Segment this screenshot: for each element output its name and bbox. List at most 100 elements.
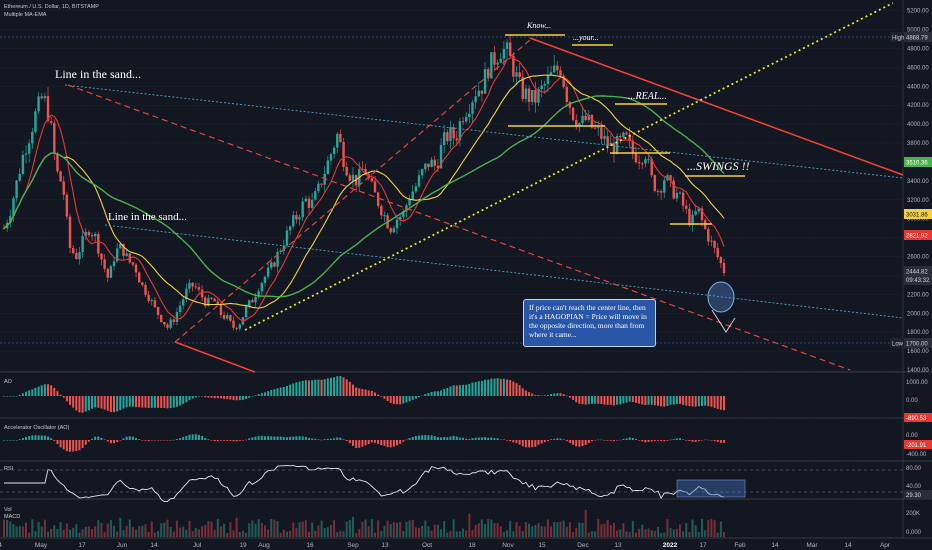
candlesticks (2, 34, 726, 331)
ac-bar (84, 440, 87, 445)
ao-bar (245, 396, 248, 400)
volume-bar (301, 521, 304, 537)
volume-bar (678, 524, 681, 537)
ao-bar (408, 396, 411, 402)
ao-bar (285, 386, 288, 396)
candle-body (656, 190, 660, 192)
volume-bar (292, 522, 295, 537)
ac-bar (578, 440, 581, 447)
ac-bar (150, 440, 153, 441)
ac-bar (678, 438, 681, 440)
ac-bar (128, 436, 131, 440)
ao-bar (672, 396, 675, 405)
ao-bar (436, 391, 439, 396)
ac-bar (477, 437, 480, 440)
ac-bar (502, 439, 505, 440)
volume-bar (575, 528, 578, 537)
candle-body (392, 228, 396, 233)
volume-bar (131, 527, 134, 537)
time-tick-13: Nov (502, 542, 514, 549)
ac-bar (25, 436, 28, 440)
candle-body (398, 216, 402, 220)
ao-bar (144, 396, 147, 408)
ao-bar (128, 396, 131, 407)
ac-bar (298, 436, 301, 440)
volume-bar (660, 532, 663, 537)
ao-bar (62, 396, 65, 398)
volume-bar (304, 520, 307, 537)
volume-bar (34, 531, 37, 537)
candle-body (210, 297, 213, 299)
ao-bar (462, 384, 465, 396)
ac-bar (370, 440, 373, 443)
ao-bar (515, 383, 518, 396)
ac-bar (135, 437, 138, 440)
hagopian-callout: If price can't reach the center line, th… (523, 299, 656, 347)
candle-body (323, 174, 326, 185)
ac-bar (226, 440, 229, 441)
candle-body (603, 136, 606, 139)
volume-bar (257, 519, 260, 537)
symbol-title: Ethereum / U.S. Dollar, 1D, BITSTAMP (4, 4, 99, 10)
candle-body (310, 199, 314, 208)
volume-bar (40, 526, 43, 537)
ac-bar (241, 440, 244, 441)
volume-bar (515, 522, 518, 537)
ac-bar (669, 439, 672, 441)
candle-body (207, 297, 210, 306)
time-tick-6: 19 (239, 542, 247, 549)
volume-bar (18, 526, 21, 537)
time-tick-8: 16 (306, 542, 314, 549)
volume-bar (109, 520, 112, 537)
ac-bar (587, 440, 590, 443)
ao-bar (179, 396, 182, 406)
volume-bar (584, 509, 587, 537)
ac-bar (43, 435, 46, 440)
volume-bar (672, 529, 675, 537)
rsi-line (4, 465, 725, 502)
volume-bar (716, 532, 719, 537)
ma-yellow-value: 3031.86 (906, 213, 928, 219)
ac-bar (697, 440, 700, 441)
ac-bar (91, 438, 94, 440)
ac-bar (465, 438, 468, 440)
ac-bar (367, 440, 370, 445)
ac-bar (147, 440, 150, 441)
indicator-title: Multiple MA-EMA (4, 12, 47, 18)
ao-bar (559, 393, 562, 396)
candle-body (122, 243, 125, 256)
ac-bar (323, 439, 326, 440)
ao-bar (304, 380, 307, 396)
ac-bar (254, 436, 257, 440)
ao-bar (697, 396, 700, 407)
ac-bar (34, 435, 37, 440)
ao-bar (65, 396, 68, 402)
volume-bar (389, 524, 392, 537)
ao-bar (131, 396, 134, 407)
volume-bar (565, 526, 568, 537)
ac-bar (543, 440, 546, 443)
ac-bar (411, 436, 414, 440)
volume-bar (543, 526, 546, 537)
countdown: 09:43:32 (906, 278, 930, 284)
volume-bar (521, 531, 524, 537)
ao-bar (584, 396, 587, 405)
candle-body (90, 235, 94, 237)
candle-body (628, 134, 631, 141)
candle-body (461, 121, 465, 123)
ac-bar (122, 438, 125, 440)
candle-body (106, 268, 109, 278)
ac-bar (163, 440, 166, 441)
volume-bar (380, 530, 383, 537)
ac-bar (606, 440, 609, 441)
candle-body (615, 135, 619, 155)
ao-bar (443, 388, 446, 396)
volume-bar (37, 521, 40, 537)
time-tick-7: Aug (258, 542, 270, 549)
ao-bar (446, 388, 449, 396)
candle-body (502, 48, 506, 59)
ac-bar (355, 440, 358, 449)
ao-bar (653, 396, 656, 406)
ac-bar (612, 440, 615, 442)
